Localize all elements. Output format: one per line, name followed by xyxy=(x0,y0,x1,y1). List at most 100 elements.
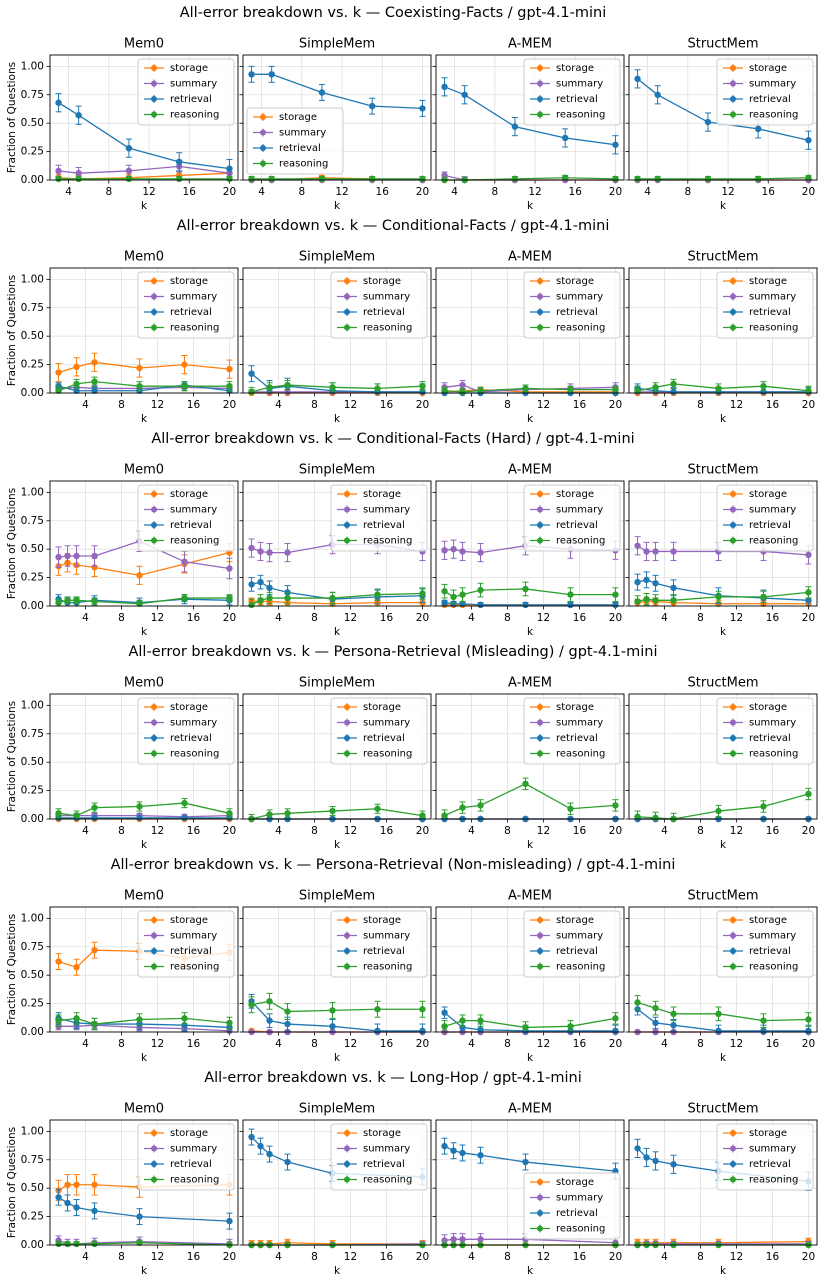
legend-label: storage xyxy=(556,915,594,926)
series xyxy=(55,530,233,580)
data-point xyxy=(670,548,677,555)
x-tick-label: 20 xyxy=(609,1251,622,1263)
legend-marker xyxy=(537,522,543,528)
data-point xyxy=(450,593,457,601)
panel-title: SimpleMem xyxy=(299,250,375,265)
legend: storage summary retrieval reasoning xyxy=(716,58,814,126)
data-point xyxy=(136,1239,143,1246)
series-line xyxy=(58,802,230,817)
data-point xyxy=(55,369,62,376)
data-point xyxy=(226,594,233,602)
x-tick-label: 12 xyxy=(537,1251,550,1263)
x-tick-label: 12 xyxy=(730,825,743,837)
series xyxy=(55,1188,233,1230)
legend-marker xyxy=(537,932,543,939)
legend-box xyxy=(137,910,235,978)
legend-marker xyxy=(344,309,350,315)
data-point xyxy=(670,597,677,604)
x-tick-label: 20 xyxy=(223,825,236,837)
x-tick-label: 12 xyxy=(151,825,164,837)
legend-label: storage xyxy=(170,276,208,287)
legend-marker xyxy=(151,1145,157,1152)
legend-label: reasoning xyxy=(556,323,605,334)
x-tick-label: 12 xyxy=(344,612,357,624)
legend-marker xyxy=(537,750,543,757)
legend-label: storage xyxy=(363,1128,401,1139)
legend-marker xyxy=(344,522,350,528)
data-point xyxy=(91,359,98,366)
data-point xyxy=(652,814,659,822)
plot-frame xyxy=(242,267,432,394)
y-tick-label: 0.50 xyxy=(21,330,44,342)
data-point xyxy=(136,572,143,579)
legend-box xyxy=(137,58,235,126)
x-tick-label: 8 xyxy=(311,825,318,837)
data-point xyxy=(459,548,466,555)
data-point xyxy=(248,370,255,377)
legend-box xyxy=(330,910,428,978)
data-point xyxy=(73,387,80,394)
x-axis-label: k xyxy=(527,413,534,425)
legend: storage summary retrieval reasoning xyxy=(716,1123,814,1191)
plot-frame xyxy=(49,480,239,607)
y-axis-label: Fraction of Questions xyxy=(6,488,18,599)
x-tick-label: 4 xyxy=(661,825,668,837)
data-point xyxy=(561,174,569,181)
series xyxy=(55,1012,233,1031)
data-point xyxy=(419,382,426,390)
data-point xyxy=(248,1001,255,1008)
legend-box xyxy=(716,58,814,126)
series xyxy=(55,1239,233,1249)
legend-marker xyxy=(537,278,543,284)
data-point xyxy=(226,175,233,183)
x-tick-label: 20 xyxy=(802,399,815,411)
data-point xyxy=(634,542,641,549)
data-point xyxy=(522,780,529,787)
legend-box xyxy=(137,697,235,765)
x-tick-label: 4 xyxy=(275,825,282,837)
x-tick-label: 16 xyxy=(380,612,394,624)
data-point xyxy=(459,1017,466,1024)
x-tick-label: 20 xyxy=(802,612,815,624)
panel-title: SimpleMem xyxy=(299,37,375,52)
legend-marker xyxy=(151,719,157,726)
legend-marker xyxy=(537,1194,543,1201)
data-point xyxy=(91,1207,98,1215)
legend-marker xyxy=(151,278,157,284)
data-point xyxy=(459,1236,466,1243)
legend-label: reasoning xyxy=(170,110,219,121)
legend-label: reasoning xyxy=(556,962,605,973)
legend-label: storage xyxy=(170,489,208,500)
legend: storage summary retrieval reasoning xyxy=(523,697,621,765)
x-tick-label: 12 xyxy=(151,399,164,411)
legend-label: storage xyxy=(556,276,594,287)
data-point xyxy=(55,167,62,175)
data-point xyxy=(73,812,80,819)
panel-title: A-MEM xyxy=(508,1102,552,1117)
legend-label: summary xyxy=(363,1144,410,1155)
data-point xyxy=(284,549,291,556)
x-tick-label: 20 xyxy=(416,1038,429,1050)
legend-marker xyxy=(151,522,157,528)
legend-marker xyxy=(151,506,157,513)
series-line xyxy=(444,783,616,817)
series xyxy=(248,65,426,117)
legend-marker xyxy=(260,114,266,120)
legend-marker xyxy=(730,1130,736,1136)
legend-marker xyxy=(730,932,736,939)
legend-marker xyxy=(151,537,157,544)
x-tick-label: 8 xyxy=(684,186,691,198)
data-point xyxy=(459,591,466,598)
data-point xyxy=(612,141,619,148)
series xyxy=(441,581,619,605)
data-point xyxy=(73,597,80,604)
legend-label: retrieval xyxy=(363,733,405,744)
legend-label: storage xyxy=(363,915,401,926)
data-point xyxy=(64,1240,71,1248)
data-point xyxy=(652,580,659,587)
legend: storage summary retrieval reasoning xyxy=(716,271,814,339)
legend-marker xyxy=(151,932,157,939)
x-tick-label: 16 xyxy=(573,1038,587,1050)
x-tick-label: 8 xyxy=(504,399,511,411)
data-point xyxy=(760,1027,767,1035)
